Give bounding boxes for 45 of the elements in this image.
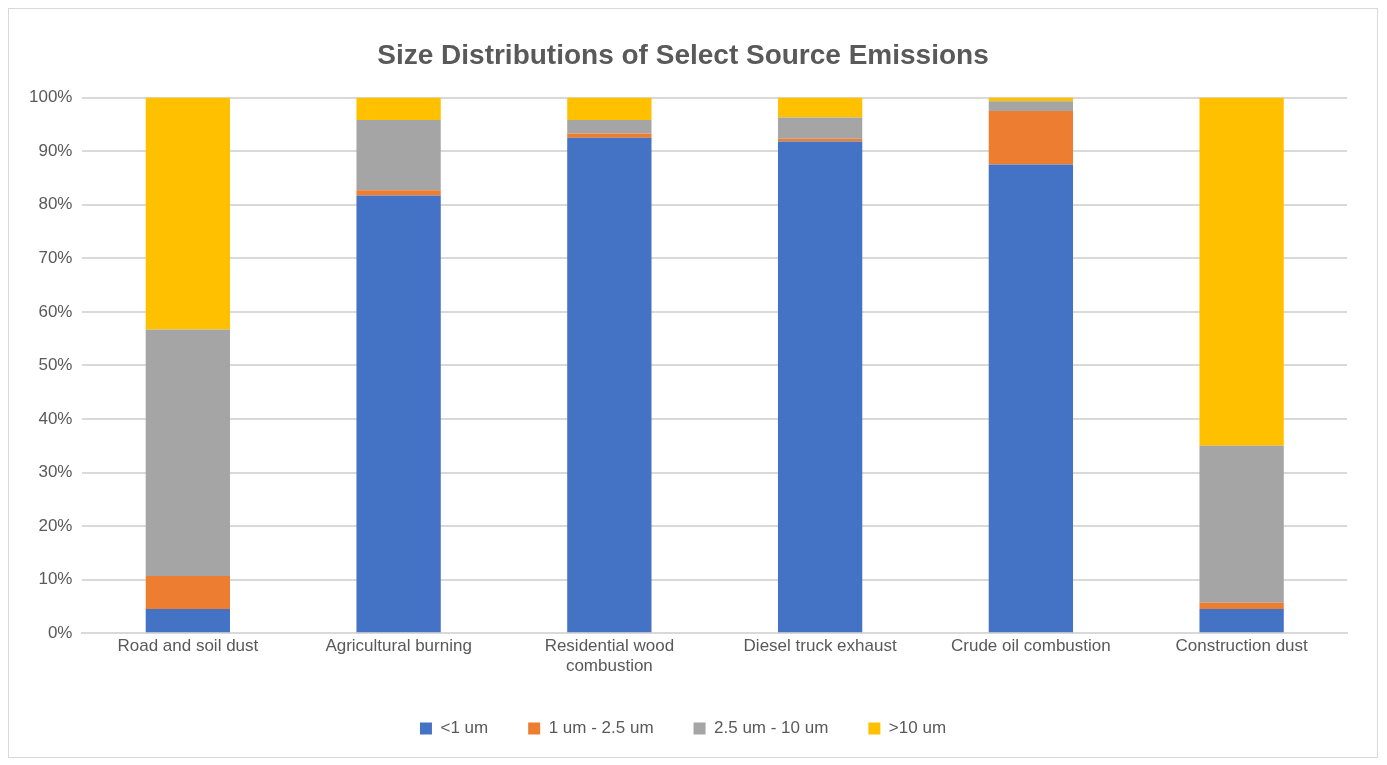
bar (1199, 97, 1284, 446)
y-tick-label: 90% (38, 140, 73, 160)
y-tick-label: 50% (38, 355, 73, 375)
y-tick-label: 40% (38, 408, 73, 428)
bar (777, 97, 863, 118)
bar (356, 97, 441, 121)
bar (777, 141, 863, 633)
bar (145, 575, 231, 610)
legend-label: <1 um (440, 718, 489, 738)
bar (777, 117, 863, 139)
y-tick-label: 100% (29, 87, 73, 107)
x-tick-label: Agricultural burning (325, 636, 472, 656)
y-tick-label: 20% (38, 515, 73, 535)
bar (567, 133, 652, 138)
bar (356, 120, 441, 191)
x-tick-label: Road and soil dust (117, 636, 259, 656)
y-tick-label: 80% (38, 194, 73, 214)
x-tick-label: Residential wood combustion (544, 636, 675, 676)
y-tick-label: 60% (38, 301, 73, 321)
bar (567, 137, 652, 633)
legend-label: >10 um (888, 718, 947, 738)
legend-label: 1 um - 2.5 um (548, 718, 654, 738)
chart-title: Size Distributions of Select Source Emissions (377, 38, 989, 70)
bar (1199, 445, 1284, 603)
bar (988, 101, 1074, 111)
y-tick-label: 70% (38, 247, 73, 267)
bar (567, 120, 652, 134)
bar (1199, 609, 1284, 633)
bar (145, 97, 231, 330)
x-tick-label: Crude oil combustion (951, 636, 1111, 656)
bar (567, 97, 652, 121)
bar (356, 195, 441, 633)
bar (988, 164, 1074, 633)
x-tick-label: Construction dust (1175, 636, 1309, 656)
bar (145, 329, 231, 576)
bar (777, 138, 863, 142)
y-tick-label: 30% (38, 462, 73, 482)
bar (356, 190, 441, 196)
bar (145, 609, 231, 633)
bar (988, 110, 1074, 165)
y-tick-label: 10% (38, 569, 73, 589)
x-tick-label: Diesel truck exhaust (743, 636, 897, 656)
legend-label: 2.5 um - 10 um (714, 718, 829, 738)
y-tick-label: 0% (47, 622, 73, 642)
bar (1199, 602, 1284, 610)
